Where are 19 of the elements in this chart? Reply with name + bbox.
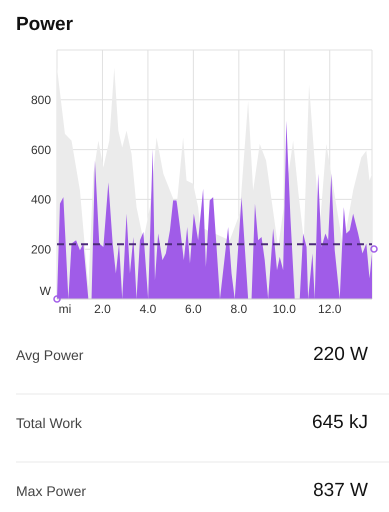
text: 837 W <box>313 480 368 501</box>
text: Total Work <box>16 415 83 431</box>
y-tick-label: 600 <box>30 142 52 157</box>
y-tick-label: W <box>40 284 52 298</box>
x-tick-label: 12.0 <box>318 302 342 316</box>
x-tick-label: 6.0 <box>185 302 202 316</box>
y-tick-label: 400 <box>30 192 52 207</box>
chart-title: Power <box>16 14 74 35</box>
text: 220 W <box>313 344 368 365</box>
x-tick-label: 8.0 <box>230 302 248 316</box>
x-tick-label: 2.0 <box>94 302 112 316</box>
text: Avg Power <box>16 347 84 363</box>
y-tick-label: 200 <box>30 242 52 256</box>
y-tick-label: 800 <box>30 93 52 107</box>
x-tick-label: mi <box>58 302 72 316</box>
text: Max Power <box>16 483 86 499</box>
x-tick-label: 4.0 <box>140 302 157 316</box>
x-tick-label: 10.0 <box>272 302 296 316</box>
text: 645 kJ <box>312 412 368 433</box>
